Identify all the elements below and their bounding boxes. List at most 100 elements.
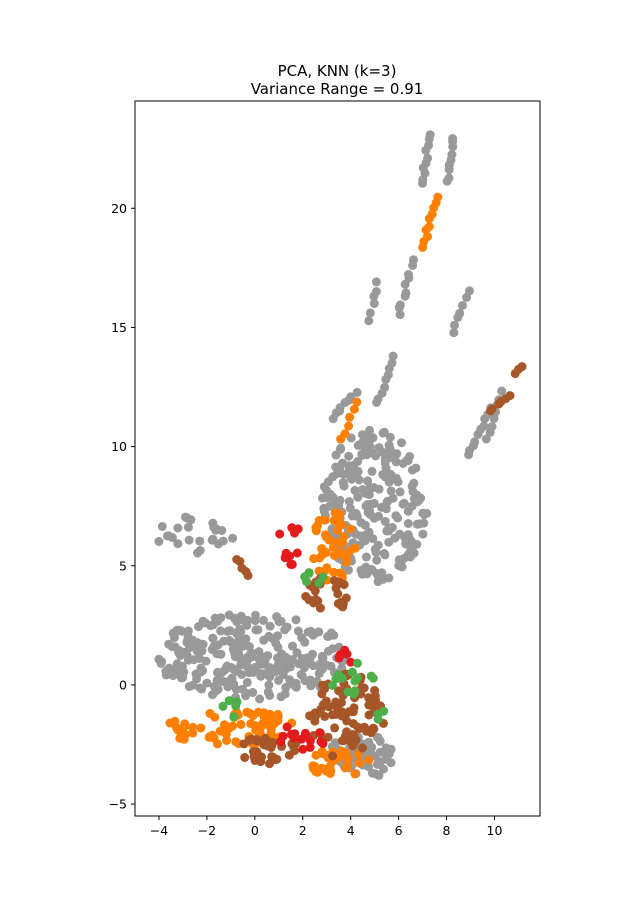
data-point — [404, 549, 414, 559]
x-tick-label: −4 — [150, 823, 168, 838]
data-point — [182, 638, 192, 647]
data-point — [444, 173, 454, 183]
data-point — [315, 728, 325, 738]
data-point — [292, 548, 302, 558]
data-point — [169, 633, 179, 643]
data-point — [401, 288, 411, 298]
data-point — [345, 412, 355, 422]
data-point — [386, 486, 396, 496]
data-point — [234, 649, 244, 659]
data-point — [230, 613, 240, 623]
data-point — [229, 712, 239, 722]
data-point — [321, 530, 330, 540]
data-point — [225, 626, 235, 636]
data-point — [328, 681, 337, 690]
data-point — [347, 739, 357, 749]
data-point — [336, 547, 346, 557]
data-point — [218, 701, 228, 711]
data-point — [208, 518, 218, 528]
data-point — [218, 536, 228, 546]
data-point — [343, 565, 353, 575]
data-point — [253, 707, 263, 717]
y-tick-label: 20 — [111, 201, 127, 216]
data-point — [379, 764, 388, 774]
data-point — [259, 615, 268, 625]
data-point — [318, 653, 328, 663]
data-point — [395, 487, 405, 497]
data-point — [314, 516, 324, 525]
data-point — [195, 654, 204, 663]
data-point — [323, 732, 333, 742]
data-point — [356, 518, 366, 528]
data-point — [309, 554, 319, 564]
data-point — [340, 429, 350, 439]
data-point — [306, 626, 316, 636]
data-point — [517, 362, 527, 372]
data-point — [391, 511, 401, 521]
data-point — [251, 735, 261, 745]
data-point — [364, 755, 374, 765]
data-point — [164, 639, 174, 649]
data-point — [188, 728, 198, 738]
data-point — [216, 668, 226, 678]
data-point — [337, 520, 347, 530]
data-point — [195, 536, 205, 546]
data-point — [369, 299, 379, 308]
data-point — [184, 535, 194, 545]
data-point — [425, 130, 435, 140]
data-point — [348, 719, 358, 729]
data-point — [487, 422, 497, 432]
x-tick-label: 0 — [251, 823, 259, 838]
data-point — [361, 726, 371, 736]
data-point — [380, 382, 390, 392]
data-point — [353, 457, 363, 466]
data-point — [318, 739, 328, 749]
x-tick-label: 10 — [487, 823, 503, 838]
data-point — [257, 752, 267, 762]
data-point — [403, 519, 413, 528]
data-point — [301, 592, 311, 601]
data-point — [360, 446, 370, 456]
data-point — [447, 150, 457, 160]
data-point — [205, 708, 215, 718]
data-point — [196, 667, 206, 677]
data-point — [374, 756, 384, 766]
data-point — [263, 741, 273, 751]
data-point — [208, 690, 217, 700]
data-point — [329, 543, 338, 552]
data-point — [356, 531, 366, 541]
data-point — [337, 711, 347, 721]
data-point — [314, 661, 324, 671]
data-point — [349, 404, 359, 414]
data-point — [196, 723, 206, 733]
data-point — [248, 747, 258, 756]
data-point — [320, 712, 330, 721]
data-point — [298, 744, 308, 754]
data-point — [349, 689, 359, 699]
data-point — [388, 351, 398, 361]
data-point — [305, 736, 315, 746]
data-point — [256, 659, 266, 669]
data-point — [341, 593, 351, 603]
data-point — [345, 503, 355, 513]
data-point — [408, 486, 418, 496]
data-point — [154, 537, 164, 546]
data-point — [336, 443, 346, 453]
data-point — [315, 603, 325, 613]
data-point — [345, 546, 355, 556]
data-point — [265, 672, 275, 682]
data-point — [397, 438, 406, 448]
data-point — [505, 391, 515, 401]
data-point — [302, 577, 312, 587]
data-point — [313, 767, 323, 777]
data-point — [415, 519, 425, 529]
data-point — [391, 457, 401, 467]
chart-subtitle: Variance Range = 0.91 — [251, 80, 424, 98]
data-point — [337, 538, 347, 548]
data-point — [319, 506, 329, 516]
data-point — [372, 555, 382, 565]
data-point — [403, 270, 413, 279]
data-point — [375, 736, 385, 746]
data-point — [409, 255, 418, 265]
data-point — [346, 524, 355, 534]
